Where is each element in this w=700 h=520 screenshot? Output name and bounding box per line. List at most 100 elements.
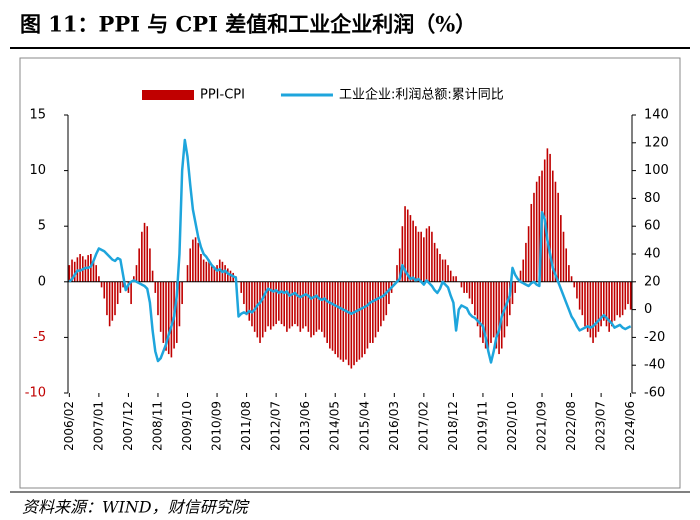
- bar: [170, 281, 173, 358]
- y-tick-label: 5: [38, 219, 46, 234]
- bar: [492, 281, 495, 338]
- bar: [92, 259, 95, 282]
- bar: [116, 281, 119, 305]
- bar: [611, 281, 613, 327]
- bar: [401, 226, 404, 282]
- bar: [181, 281, 183, 305]
- bar: [165, 281, 167, 351]
- bar: [616, 281, 619, 316]
- bar: [135, 265, 138, 282]
- bar: [597, 281, 600, 332]
- bar: [296, 281, 299, 327]
- bar: [286, 281, 288, 332]
- bar: [141, 231, 143, 282]
- bar: [350, 281, 353, 369]
- bar: [533, 192, 535, 282]
- bar: [627, 281, 629, 305]
- bar: [192, 239, 194, 282]
- bar: [315, 281, 318, 332]
- y2-tick-label: 120: [644, 135, 669, 150]
- bar: [519, 270, 522, 282]
- bar: [594, 281, 597, 338]
- bar: [441, 259, 444, 282]
- chart-title: 图 11：PPI 与 CPI 差值和工业企业利润（%）: [20, 12, 476, 37]
- bar: [439, 254, 441, 282]
- bar: [570, 276, 573, 282]
- bar: [557, 192, 559, 282]
- bar: [208, 259, 210, 282]
- bar: [460, 281, 463, 288]
- y2-tick-label: 0: [644, 302, 652, 317]
- bar: [175, 281, 178, 343]
- bar: [396, 265, 398, 282]
- bar: [444, 259, 447, 282]
- bar: [202, 259, 205, 282]
- bar: [256, 281, 259, 338]
- bar: [466, 281, 468, 293]
- bar: [554, 181, 557, 282]
- bar: [576, 281, 578, 299]
- bar: [452, 276, 455, 282]
- bar: [251, 281, 253, 327]
- y2-tick-label: -40: [644, 358, 665, 373]
- legend-label: PPI-CPI: [200, 88, 245, 103]
- x-tick-label: 2017/02: [416, 401, 430, 451]
- bar: [380, 281, 382, 327]
- x-tick-label: 2022/08: [564, 401, 578, 451]
- bar: [288, 281, 291, 329]
- bar: [621, 281, 624, 316]
- bar: [108, 281, 111, 327]
- bar: [73, 261, 76, 282]
- bar: [132, 276, 135, 282]
- y2-tick-label: 40: [644, 247, 661, 262]
- x-tick-label: 2009/10: [180, 401, 194, 451]
- y-tick-label: 15: [29, 108, 46, 123]
- bar: [194, 237, 197, 282]
- bar: [310, 281, 312, 338]
- bar: [495, 281, 498, 349]
- bar: [613, 281, 616, 321]
- bar: [186, 265, 189, 282]
- bar: [240, 281, 243, 293]
- bar: [178, 281, 181, 327]
- bar: [95, 265, 98, 282]
- bar: [216, 265, 218, 282]
- bar: [159, 281, 162, 332]
- bar: [189, 248, 192, 282]
- bar: [589, 281, 592, 338]
- bar: [272, 281, 275, 327]
- y-tick-label: -5: [33, 330, 46, 345]
- bar: [146, 226, 149, 282]
- bar: [586, 281, 589, 332]
- bar: [374, 281, 377, 338]
- x-tick-label: 2020/10: [505, 401, 519, 451]
- bar: [154, 281, 157, 293]
- bar: [103, 281, 106, 299]
- bar: [157, 281, 159, 316]
- bar: [138, 248, 140, 282]
- bar: [363, 281, 366, 355]
- y2-tick-label: -60: [644, 386, 665, 401]
- bar: [385, 281, 388, 316]
- bar: [358, 281, 361, 360]
- bar: [114, 281, 116, 316]
- bar: [629, 281, 632, 310]
- bar: [200, 254, 202, 282]
- x-tick-label: 2006/02: [62, 401, 76, 451]
- bar: [269, 281, 272, 330]
- bar: [372, 281, 374, 343]
- bar: [149, 248, 151, 282]
- bar: [318, 281, 320, 330]
- y-tick-label: -10: [25, 386, 46, 401]
- bar: [423, 237, 425, 282]
- bar: [535, 181, 538, 282]
- bar: [302, 281, 304, 329]
- bar: [245, 281, 248, 316]
- bar: [264, 281, 267, 332]
- x-tick-label: 2011/08: [239, 401, 253, 451]
- bar: [84, 259, 87, 282]
- bar: [409, 215, 412, 282]
- bar: [619, 281, 621, 318]
- bar: [584, 281, 586, 327]
